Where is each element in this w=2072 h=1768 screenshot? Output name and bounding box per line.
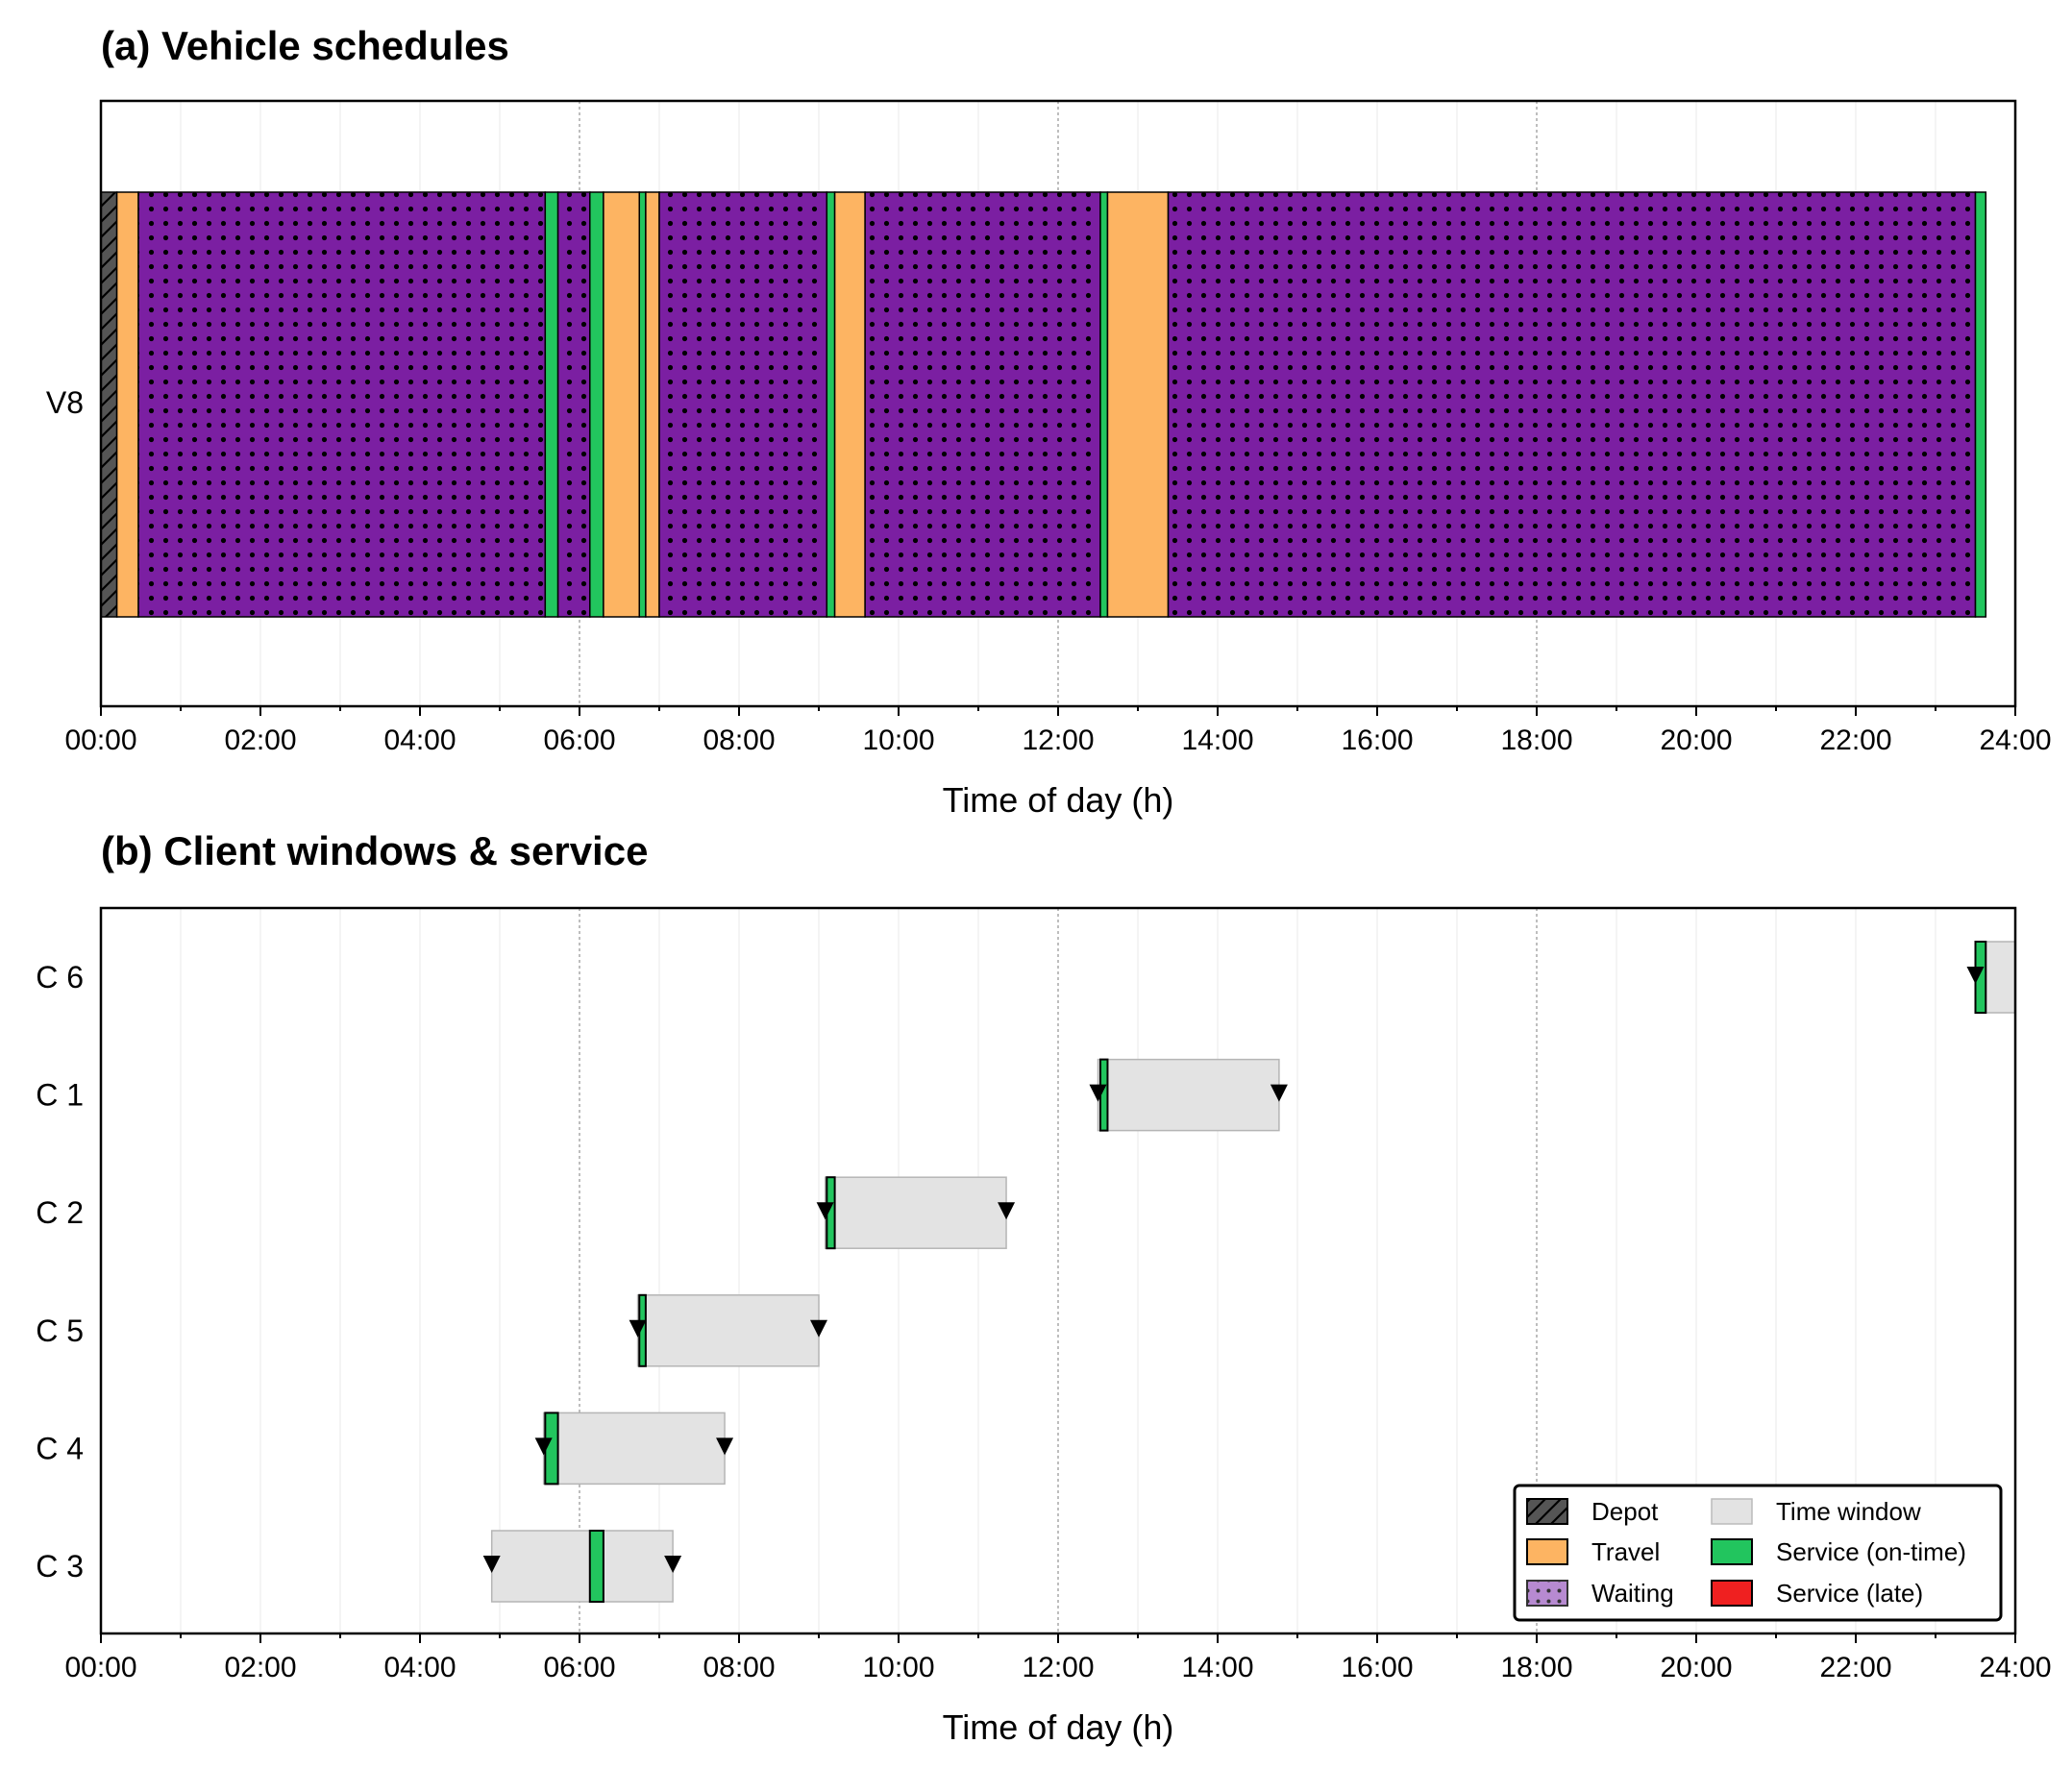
window-start-marker [1966, 967, 1985, 984]
segment-service-on-time [1974, 191, 1987, 618]
segment-travel [115, 191, 139, 618]
x-tick-label: 16:00 [1341, 1652, 1413, 1683]
panel-a-x-ticks: 00:00 02:00 04:00 06:00 08:00 10:00 12:00 14:00… [64, 706, 2052, 756]
segment-travel [603, 191, 641, 618]
service-bar [544, 1412, 559, 1486]
client-label: C 1 [36, 1078, 84, 1113]
segment-travel [833, 191, 866, 618]
window-start-marker [534, 1437, 553, 1456]
client-label: C 5 [36, 1314, 84, 1348]
window-start-marker [816, 1202, 834, 1220]
x-tick-label: 04:00 [383, 1652, 456, 1683]
x-tick-label: 06:00 [543, 1652, 615, 1683]
legend-frame [1513, 1484, 2003, 1622]
legend-swatch-time-window [1711, 1498, 1753, 1525]
x-tick-label: 22:00 [1819, 724, 1891, 756]
x-tick-label: 16:00 [1341, 724, 1413, 756]
legend-label-depot: Depot [1591, 1497, 1659, 1526]
x-tick-label: 18:00 [1500, 1652, 1572, 1683]
window-end-marker [1270, 1084, 1288, 1102]
segment-waiting [864, 191, 1101, 618]
x-tick-label: 24:00 [1979, 1652, 2051, 1683]
panel-a-vehicle-schedules: 00:00 02:00 04:00 06:00 08:00 10:00 12:00 14:00… [46, 99, 2052, 820]
x-tick-label: 04:00 [383, 724, 456, 756]
time-window-bar [824, 1176, 1007, 1249]
x-tick-label: 08:00 [703, 724, 775, 756]
service-bar [1098, 1058, 1109, 1132]
panel-a-title: (a) Vehicle schedules [101, 23, 509, 68]
legend-swatch-waiting [1526, 1580, 1568, 1607]
panel-b-title: (b) Client windows & service [101, 828, 648, 873]
legend-label-travel: Travel [1591, 1537, 1660, 1566]
window-end-marker [810, 1319, 827, 1338]
x-tick-label: 22:00 [1819, 1652, 1891, 1683]
time-window-bar [1097, 1058, 1280, 1132]
segment-service-on-time [826, 191, 836, 618]
x-tick-label: 24:00 [1979, 724, 2051, 756]
legend-swatch-service-on-time [1711, 1538, 1753, 1565]
segment-waiting [556, 191, 591, 618]
legend-label-service-late: Service (late) [1776, 1579, 1923, 1608]
window-start-marker [1089, 1084, 1107, 1102]
row-label-v8: V8 [46, 385, 84, 420]
segment-service-on-time [544, 191, 559, 618]
panel-a-segments [100, 191, 1987, 618]
window-start-marker [629, 1319, 647, 1338]
segment-travel [645, 191, 660, 618]
legend-label-service-on-time: Service (on-time) [1776, 1537, 1966, 1566]
segment-travel [1106, 191, 1170, 618]
x-tick-label: 14:00 [1181, 1652, 1253, 1683]
x-tick-label: 06:00 [543, 724, 615, 756]
segment-waiting [658, 191, 828, 618]
panel-b-client-bars [482, 941, 2016, 1603]
panel-b-xlabel: Time of day (h) [943, 1707, 1174, 1747]
segment-service-on-time [1099, 191, 1109, 618]
segment-waiting [137, 191, 547, 618]
window-start-marker [482, 1556, 501, 1573]
time-window-bar [490, 1530, 674, 1603]
x-tick-label: 14:00 [1181, 724, 1253, 756]
segment-depot [100, 191, 118, 618]
x-tick-label: 00:00 [64, 724, 136, 756]
time-window-bar [636, 1294, 820, 1367]
legend-swatch-service-late [1711, 1580, 1753, 1607]
client-label: C 4 [36, 1431, 84, 1465]
legend-label-waiting: Waiting [1591, 1579, 1674, 1608]
panel-b-x-ticks: 00:00 02:00 04:00 06:00 08:00 10:00 12:00 14:00… [64, 1633, 2052, 1683]
x-tick-label: 12:00 [1022, 1652, 1094, 1683]
x-tick-label: 20:00 [1660, 724, 1732, 756]
client-label: C 2 [36, 1195, 84, 1230]
window-end-marker [998, 1202, 1016, 1220]
client-label: C 6 [36, 960, 84, 994]
panel-a-xlabel: Time of day (h) [943, 780, 1174, 820]
x-tick-label: 18:00 [1500, 724, 1572, 756]
legend: Depot Travel Waiting Time window Service… [1513, 1484, 2003, 1622]
x-tick-label: 10:00 [862, 724, 934, 756]
service-bar [588, 1530, 604, 1603]
x-tick-label: 02:00 [224, 724, 296, 756]
segment-service-on-time [589, 191, 604, 618]
client-label: C 3 [36, 1549, 84, 1584]
x-tick-label: 02:00 [224, 1652, 296, 1683]
window-end-marker [716, 1437, 734, 1456]
legend-swatch-travel [1526, 1538, 1568, 1565]
legend-label-time-window: Time window [1776, 1497, 1921, 1526]
x-tick-label: 08:00 [703, 1652, 775, 1683]
time-window-bar [542, 1412, 726, 1486]
x-tick-label: 20:00 [1660, 1652, 1732, 1683]
window-end-marker [664, 1556, 682, 1573]
x-tick-label: 10:00 [862, 1652, 934, 1683]
segment-waiting [1167, 191, 1977, 618]
segment-service-on-time [638, 191, 647, 618]
panel-b-client-windows: 00:00 02:00 04:00 06:00 08:00 10:00 12:00 14:00… [36, 906, 2052, 1747]
x-tick-label: 12:00 [1022, 724, 1094, 756]
x-tick-label: 00:00 [64, 1652, 136, 1683]
panel-b-y-labels: C 6 C 1 C 2 C 5 C 4 C 3 [36, 960, 84, 1584]
legend-swatch-depot [1526, 1498, 1568, 1525]
